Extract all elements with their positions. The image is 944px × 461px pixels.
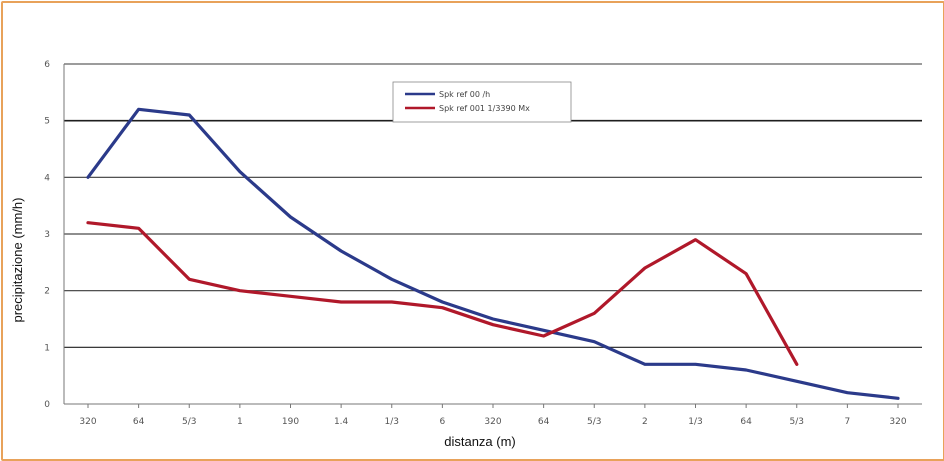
x-tick-label: 1/3 [385, 417, 399, 427]
x-tick-label: 1.4 [334, 417, 349, 427]
y-tick-label: 4 [44, 173, 50, 183]
y-tick-label: 0 [44, 400, 50, 410]
y-tick-label: 3 [44, 230, 50, 240]
y-tick-label: 1 [44, 343, 50, 353]
legend-label: Spk ref 00 /h [439, 90, 490, 99]
y-tick-label: 5 [44, 117, 50, 127]
x-tick-label: 190 [282, 417, 299, 427]
y-tick-label: 6 [44, 60, 50, 70]
x-tick-label: 5/3 [790, 417, 804, 427]
x-tick-label: 64 [740, 417, 752, 427]
y-tick-labels: 0 1 2 3 4 5 6 [44, 60, 50, 410]
y-tick-label: 2 [44, 287, 50, 297]
legend-label: Spk ref 001 1/3390 Mx [439, 104, 530, 113]
x-tick-label: 6 [440, 417, 446, 427]
x-tick-label: 1/3 [688, 417, 702, 427]
x-tick-label: 5/3 [182, 417, 196, 427]
x-tick-label: 1 [237, 417, 243, 427]
x-tick-label: 7 [845, 417, 851, 427]
x-axis-title: distanza (m) [444, 434, 516, 449]
x-tick-label: 64 [538, 417, 550, 427]
x-tick-label: 320 [484, 417, 501, 427]
series-line-2 [86, 221, 799, 366]
legend: Spk ref 00 /h Spk ref 001 1/3390 Mx [392, 81, 572, 123]
x-tick-label: 320 [79, 417, 96, 427]
x-tick-label: 320 [889, 417, 906, 427]
x-tick-label: 2 [642, 417, 648, 427]
series-lines [86, 107, 900, 400]
y-axis-title: precipitazione (mm/h) [10, 198, 25, 323]
axes [63, 64, 922, 408]
series-line-1 [86, 107, 900, 400]
x-tick-label: 64 [133, 417, 145, 427]
x-tick-labels: 320 64 5/3 1 190 1.4 1/3 6 320 64 5/3 2 1/3 64 5/3 7 320 [79, 417, 906, 427]
x-tick-label: 5/3 [587, 417, 601, 427]
legend-box [392, 81, 572, 123]
